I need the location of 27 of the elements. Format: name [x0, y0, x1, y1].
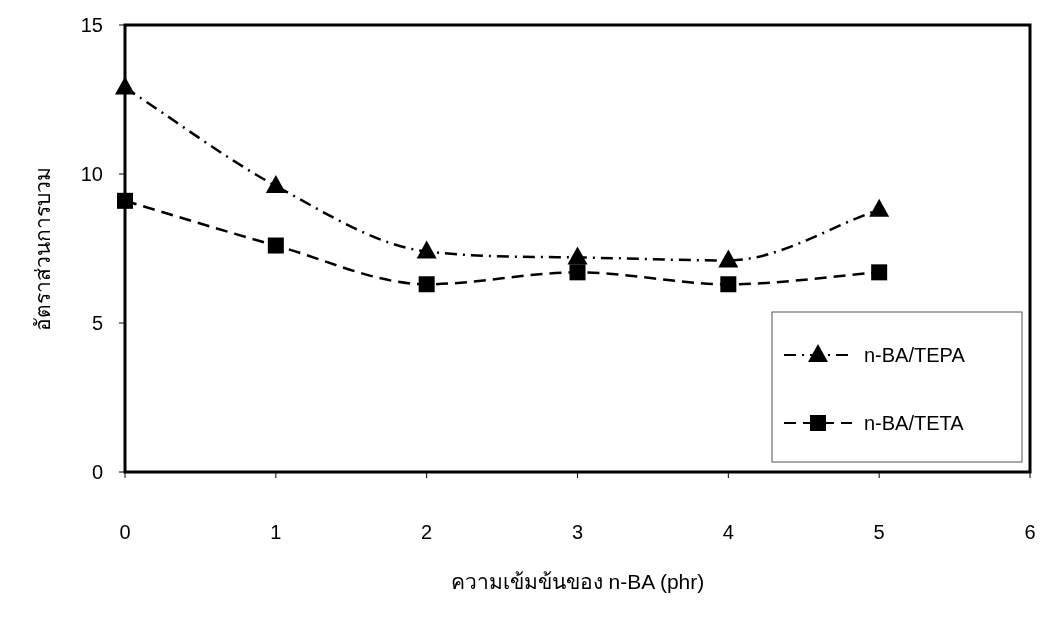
x-tick-label: 4: [722, 521, 734, 543]
x-axis-title: ความเข้มข้นของ n-BA (phr): [450, 570, 705, 593]
y-tick-label: 5: [91, 312, 103, 334]
y-axis-title: อัตราส่วนการบวม: [31, 166, 54, 331]
x-tick-label: 3: [571, 521, 584, 543]
point: [720, 276, 737, 293]
x-tick-label: 2: [421, 521, 433, 543]
point: [718, 249, 739, 268]
point: [115, 76, 135, 95]
point: [267, 237, 284, 254]
point: [569, 264, 586, 281]
point: [416, 240, 437, 259]
point: [567, 246, 588, 265]
y-tick-label: 0: [91, 461, 103, 483]
point: [869, 198, 890, 217]
y-tick-label: 15: [80, 14, 103, 36]
x-tick-label: 5: [873, 521, 885, 543]
point: [871, 264, 888, 281]
point: [418, 276, 435, 293]
x-tick-label: 6: [1024, 521, 1036, 543]
x-tick-label: 0: [119, 521, 131, 543]
legend-label: n-BA/TETA: [864, 412, 965, 434]
legend-label: n-BA/TEPA: [864, 344, 966, 366]
point: [117, 192, 133, 209]
x-tick-label: 1: [270, 521, 282, 543]
point: [265, 174, 286, 193]
y-tick-label: 10: [80, 163, 103, 185]
